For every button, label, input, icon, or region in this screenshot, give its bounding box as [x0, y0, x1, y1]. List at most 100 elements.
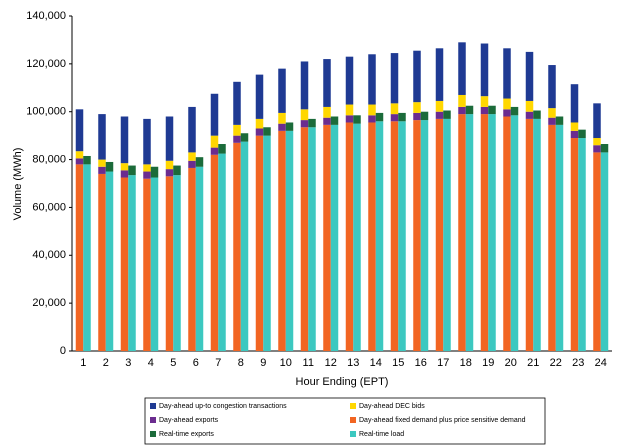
bar-segment [548, 65, 556, 109]
bar-segment [570, 138, 579, 351]
bar-segment [278, 123, 286, 131]
bar-segment [443, 118, 451, 352]
bar-segment [278, 112, 286, 124]
x-tick-label: 6 [193, 357, 199, 369]
y-tick-label: 80,000 [32, 153, 66, 165]
bar-segment [525, 51, 534, 101]
bar-segment [548, 124, 556, 351]
bar-segment [75, 151, 84, 159]
bar-segment [188, 160, 196, 168]
legend-swatch [150, 403, 156, 409]
bar-segment [525, 111, 534, 119]
bar-segment [143, 171, 151, 179]
bar-segment [210, 93, 219, 136]
bar-segment [443, 110, 451, 119]
bar-segment [465, 114, 474, 351]
bar-segment [165, 116, 174, 161]
bar-segment [345, 56, 354, 105]
bar-segment [120, 170, 129, 178]
y-tick-label: 100,000 [26, 106, 66, 118]
bar-segment [390, 103, 399, 115]
bar-segment [353, 115, 361, 124]
bar-segment [570, 130, 579, 139]
x-tick-label: 14 [370, 357, 382, 369]
bar-segment [165, 160, 174, 170]
bar-segment [173, 175, 181, 351]
legend-label: Day-ahead DEC bids [359, 403, 425, 410]
x-tick-label: 18 [460, 357, 472, 369]
bar-segment [233, 142, 241, 351]
bar-segment [300, 120, 309, 128]
legend-label: Day-ahead exports [159, 417, 219, 424]
bar-segment [345, 104, 354, 116]
bar-segment [390, 53, 399, 104]
bar-segment [285, 122, 294, 131]
bar-segment [465, 105, 474, 115]
bar-segment [120, 116, 129, 164]
bar-segment [233, 135, 241, 143]
bar-segment [420, 111, 429, 121]
bar-segment [278, 68, 286, 113]
bar-segment [323, 59, 331, 107]
bar-segment [240, 141, 249, 351]
x-tick-label: 9 [260, 357, 266, 369]
bar-segment [330, 124, 339, 351]
bar-segment [390, 114, 399, 122]
bar-segment [458, 106, 466, 115]
x-tick-label: 5 [170, 357, 176, 369]
bar-segment [600, 144, 609, 153]
legend-swatch [350, 431, 356, 437]
bar-segment [323, 106, 331, 118]
bar-segment [98, 114, 106, 160]
bar-segment [233, 81, 241, 125]
bar-segment [458, 114, 466, 351]
bar-segment [510, 115, 519, 351]
x-tick-label: 20 [505, 357, 517, 369]
legend-label: Real-time load [359, 431, 404, 438]
x-tick-label: 13 [347, 357, 359, 369]
x-tick-label: 19 [482, 357, 494, 369]
bar-segment [533, 118, 541, 352]
bar-segment [368, 122, 376, 351]
bar-segment [165, 176, 174, 351]
bar-segment [263, 135, 271, 351]
bar-segment [98, 173, 106, 351]
bar-segment [128, 165, 136, 176]
bar-segment [548, 117, 556, 125]
bar-segment [368, 54, 376, 105]
bar-segment [398, 121, 406, 352]
bar-segment [255, 74, 264, 119]
bar-segment [278, 130, 286, 351]
bar-segment [413, 120, 421, 351]
bar-segment [300, 127, 309, 352]
bar-segment [578, 129, 586, 139]
bar-segment [593, 145, 601, 153]
bar-segment [285, 130, 294, 351]
x-tick-label: 23 [572, 357, 584, 369]
bar-segment [375, 112, 384, 122]
bar-segment [143, 178, 151, 351]
bar-segment [593, 138, 601, 146]
bar-segment [330, 116, 339, 125]
bar-segment [240, 133, 249, 142]
bar-segment [413, 50, 421, 103]
bar-segment [480, 106, 489, 115]
bar-segment [255, 128, 264, 136]
bar-segment [368, 104, 376, 116]
bar-segment [98, 166, 106, 174]
legend-box [144, 397, 546, 445]
bar-segment [75, 158, 84, 165]
y-tick-label: 140,000 [26, 10, 66, 22]
bar-segment [165, 169, 174, 177]
bar-segment [120, 177, 129, 351]
bar-segment [195, 166, 204, 351]
x-tick-label: 12 [325, 357, 337, 369]
bar-segment [105, 171, 114, 351]
bar-segment [150, 177, 159, 351]
bar-segment [368, 115, 376, 123]
y-axis-label: Volume (MWh) [12, 148, 24, 221]
x-tick-label: 8 [238, 357, 244, 369]
bar-segment [143, 118, 151, 165]
legend-swatch [350, 417, 356, 423]
